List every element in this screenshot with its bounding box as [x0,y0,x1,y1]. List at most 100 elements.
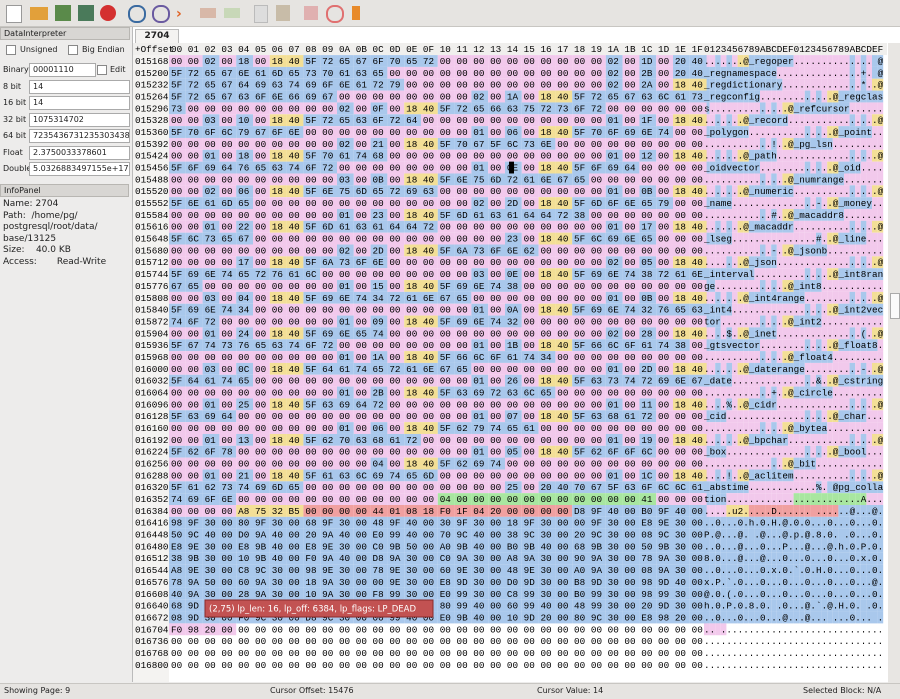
byte-bg [555,303,573,316]
ascii-bg [726,611,732,624]
ascii-bg [704,149,710,162]
ascii-bg [776,362,783,375]
byte-bg [337,564,354,577]
ascii-bg [754,137,760,150]
byte-bg [555,256,573,269]
byte-bg [656,173,673,186]
byte-bg [370,232,388,245]
byte-bg [454,173,472,186]
find-next-icon[interactable] [152,5,170,23]
ascii-bg [720,244,727,257]
ascii-bg [743,315,749,328]
cut-icon[interactable] [304,6,318,20]
ascii-bg [804,197,811,209]
field-value[interactable]: 7235436731235303438 [29,129,130,143]
save-icon[interactable] [55,5,71,21]
byte-bg [555,493,573,505]
field-value[interactable]: 14 [29,79,130,94]
ascii-bg [782,256,788,269]
byte-bg [269,564,287,577]
byte-bg [589,576,606,588]
paste-icon[interactable] [276,5,290,21]
ascii-bg [866,362,872,375]
ascii-bg [799,280,805,292]
ascii-bg [732,469,738,482]
ascii-bg [709,576,716,588]
byte-bg [169,433,186,446]
byte-bg [169,161,186,174]
goto-icon[interactable]: › [176,6,182,22]
byte-bg [353,398,371,411]
byte-bg [202,137,220,150]
row-offset: 016480 [135,541,168,552]
ascii-bg [737,469,744,482]
byte-bg [639,137,657,150]
byte-bg [689,197,707,209]
ascii-bg [832,552,839,565]
byte-bg [387,481,405,494]
byte-bg [521,410,539,423]
byte-bg [169,327,186,340]
byte-bg [656,410,673,423]
checkbox[interactable] [97,65,107,75]
byte-bg [538,599,556,612]
ascii-bg [704,552,710,565]
byte-bg [589,126,606,138]
byte-bg [689,149,707,162]
byte-bg [572,374,589,387]
delete-icon[interactable] [326,5,344,23]
byte-bg [353,114,371,127]
field-label: 16 bit [3,98,27,107]
ascii-bg [782,445,788,458]
field-value[interactable]: 1075314702 [29,112,130,127]
open-icon[interactable] [30,7,48,20]
ascii-bg [855,90,861,103]
tab[interactable]: 2704 [135,29,179,43]
row-offset: 016512 [135,553,168,564]
field-value[interactable]: 2.3750033378601 [29,145,130,160]
byte-bg [236,291,253,304]
row-offset: 015296 [135,103,168,114]
find-icon[interactable] [128,5,146,23]
byte-bg [572,611,589,624]
field-value[interactable]: 5.0326883497155e+175 [29,162,130,176]
undo-icon[interactable] [200,8,216,18]
tooltip-bg [204,599,434,618]
byte-bg [370,469,388,482]
byte-bg [236,481,253,494]
byte-bg [202,149,220,162]
byte-bg [521,481,539,494]
byte-bg [169,197,186,209]
ascii-bg [771,410,777,423]
ascii-bg [743,362,749,375]
ascii-bg [760,599,766,612]
ascii-bg [849,339,856,352]
checkbox[interactable] [68,45,78,55]
byte-bg [589,102,606,115]
export-icon[interactable] [78,5,94,21]
row-offset: 016256 [135,459,168,470]
down-icon[interactable] [352,6,360,20]
byte-bg [370,351,388,363]
byte-bg [437,66,455,79]
byte-bg [421,137,438,150]
ascii-bg [709,102,716,115]
byte-bg [589,351,606,363]
byte-bg [337,540,354,553]
ascii-bg [849,422,856,434]
new-icon[interactable] [6,5,22,23]
close-icon[interactable] [100,5,116,21]
byte-bg [437,587,455,600]
field-value[interactable]: 14 [29,96,130,110]
ascii-bg [760,315,766,328]
copy-icon[interactable] [254,5,268,23]
byte-bg [253,232,270,245]
byte-bg [605,66,623,79]
byte-bg [337,398,354,411]
byte-bg [202,410,220,423]
redo-icon[interactable] [224,8,240,18]
checkbox[interactable] [6,45,16,55]
field-value[interactable]: 00001110 [29,63,96,77]
ascii-bg [715,126,721,138]
ascii-bg [804,78,811,91]
